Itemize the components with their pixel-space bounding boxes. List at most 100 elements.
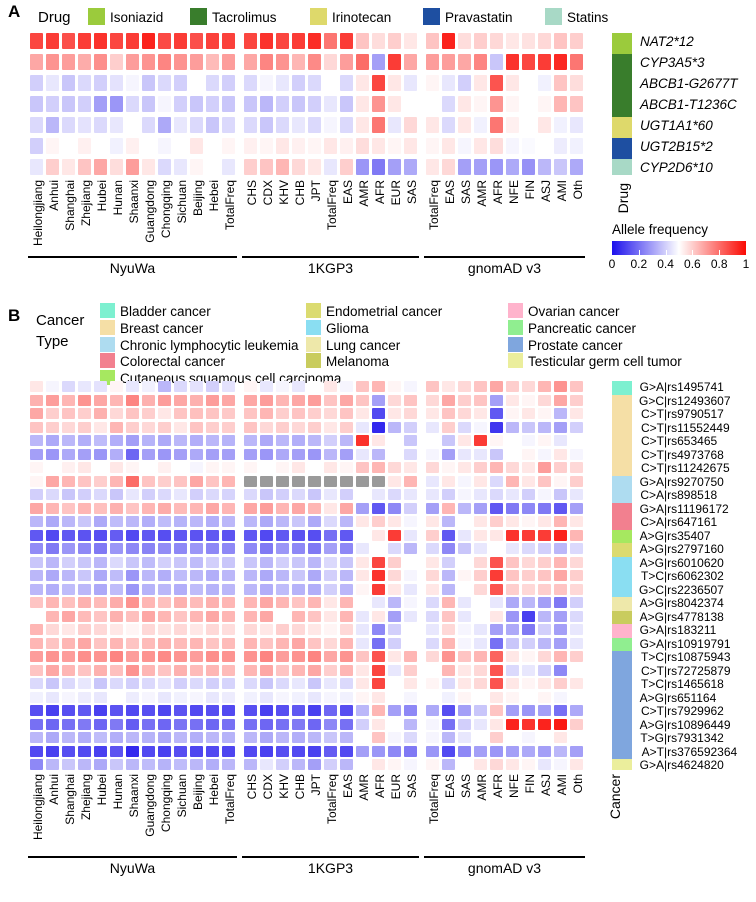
heatmap-cell — [62, 664, 75, 676]
heatmap-cell — [388, 54, 401, 70]
heatmap-cell — [94, 394, 107, 406]
heatmap-cell — [426, 651, 439, 662]
heatmap-cell — [372, 159, 385, 175]
heatmap-cell — [442, 705, 455, 716]
heatmap-cell — [458, 637, 471, 649]
heatmap-cell — [490, 570, 503, 581]
heatmap-cell — [490, 138, 503, 154]
heatmap-cell — [554, 705, 567, 716]
heatmap-cell — [570, 462, 583, 473]
heatmap-cell — [356, 75, 369, 91]
heatmap-cell — [538, 583, 551, 595]
heatmap-cell — [490, 462, 503, 473]
heatmap-cell — [554, 610, 567, 622]
heatmap-cell — [158, 759, 171, 770]
heatmap-cell — [46, 543, 59, 554]
category-strip-chip — [612, 718, 632, 732]
heatmap-cell — [324, 408, 337, 419]
heatmap-cell — [276, 408, 289, 419]
heatmap-cell — [206, 745, 219, 757]
heatmap-cell — [158, 705, 171, 716]
heatmap-cell — [554, 759, 567, 770]
heatmap-cell — [110, 637, 123, 649]
allele-change-label: C>A — [640, 515, 664, 529]
heatmap-cell — [324, 745, 337, 757]
heatmap-cell — [94, 678, 107, 689]
cancer-legend-chip — [508, 336, 523, 352]
heatmap-cell — [276, 33, 289, 49]
heatmap-cell — [372, 117, 385, 133]
heatmap-cell — [110, 489, 123, 500]
heatmap-cell — [94, 529, 107, 541]
heatmap-cell — [490, 637, 503, 649]
heatmap-cell — [458, 624, 471, 635]
category-strip-chip — [612, 556, 632, 570]
heatmap-cell — [110, 462, 123, 473]
heatmap-cell — [292, 597, 305, 608]
heatmap-cell — [324, 96, 337, 112]
heatmap-cell — [126, 556, 139, 568]
heatmap-cell — [426, 745, 439, 757]
heatmap-cell — [308, 435, 321, 446]
heatmap-cell — [244, 732, 257, 743]
heatmap-cell — [126, 664, 139, 676]
heatmap-cell — [522, 502, 535, 514]
heatmap-cell — [538, 54, 551, 70]
heatmap-cell — [126, 570, 139, 581]
allele-change-label: A>G — [639, 528, 664, 543]
heatmap-cell — [46, 678, 59, 689]
heatmap-cell — [142, 637, 155, 649]
heatmap-cell — [206, 421, 219, 433]
heatmap-cell — [94, 583, 107, 595]
heatmap-cell — [158, 475, 171, 487]
heatmap-cell — [206, 381, 219, 392]
column-label: Chongqing — [158, 774, 173, 833]
heatmap-cell — [30, 691, 43, 703]
category-strip-chip — [612, 597, 632, 611]
heatmap-cell — [490, 117, 503, 133]
heatmap-cell — [174, 556, 187, 568]
heatmap-cell — [62, 718, 75, 730]
heatmap-cell — [276, 516, 289, 527]
heatmap-cell — [426, 33, 439, 49]
colorbar-tick-label: 0.2 — [630, 257, 648, 271]
heatmap-cell — [570, 597, 583, 608]
panel-b-letter: B — [8, 306, 21, 325]
heatmap-cell — [222, 421, 235, 433]
heatmap-cell — [404, 381, 417, 392]
heatmap-cell — [110, 718, 123, 730]
heatmap-cell — [94, 54, 107, 70]
heatmap-cell — [372, 624, 385, 635]
heatmap-cell — [490, 529, 503, 541]
heatmap-cell — [506, 516, 519, 527]
heatmap-cell — [538, 381, 551, 392]
heatmap-cell — [340, 705, 353, 716]
heatmap-cell — [522, 516, 535, 527]
heatmap-cell — [260, 543, 273, 554]
heatmap-cell — [158, 637, 171, 649]
group-name: gnomAD v3 — [467, 860, 542, 876]
heatmap-cell — [110, 394, 123, 406]
heatmap-cell — [94, 117, 107, 133]
heatmap-cell — [292, 75, 305, 91]
heatmap-cell — [292, 475, 305, 487]
heatmap-cell — [222, 637, 235, 649]
heatmap-cell — [260, 381, 273, 392]
heatmap-cell — [506, 381, 519, 392]
heatmap-cell — [554, 664, 567, 676]
separator: | — [664, 461, 668, 475]
rsid-label: rs7931342 — [667, 731, 724, 745]
heatmap-cell — [522, 610, 535, 622]
drug-legend-title: Drug — [38, 9, 71, 26]
heatmap-cell — [442, 502, 455, 514]
heatmap-cell — [174, 394, 187, 406]
cancer-legend-label: Pancreatic cancer — [528, 320, 637, 336]
heatmap-cell — [222, 543, 235, 554]
heatmap-cell — [62, 759, 75, 770]
heatmap-cell — [276, 718, 289, 730]
separator: | — [664, 636, 668, 651]
heatmap-cell — [308, 745, 321, 757]
heatmap-cell — [372, 435, 385, 446]
heatmap-cell — [222, 138, 235, 154]
heatmap-cell — [206, 678, 219, 689]
